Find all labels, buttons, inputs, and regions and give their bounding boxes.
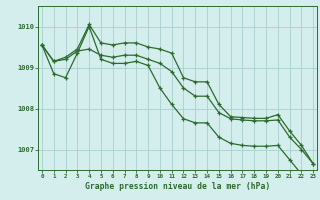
X-axis label: Graphe pression niveau de la mer (hPa): Graphe pression niveau de la mer (hPa): [85, 182, 270, 191]
